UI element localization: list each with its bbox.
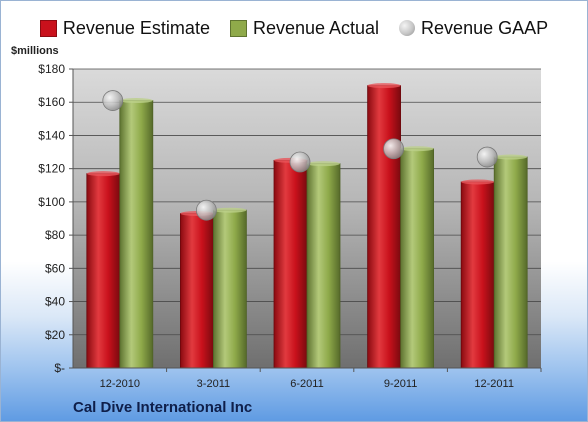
bar-estimate-3-2011 bbox=[179, 213, 214, 369]
chart-legend: Revenue Estimate Revenue Actual Revenue … bbox=[1, 15, 587, 41]
gaap-marker-6-2011 bbox=[289, 151, 311, 173]
gaap-markers bbox=[102, 90, 498, 221]
y-tick-label-180: $180 bbox=[38, 62, 65, 76]
bar-top-actual-12-2010 bbox=[119, 98, 153, 104]
legend-label-estimate: Revenue Estimate bbox=[62, 17, 210, 38]
legend-swatch-actual bbox=[229, 19, 247, 37]
y-tick-label-40: $40 bbox=[45, 295, 65, 309]
bar-top-actual-6-2011 bbox=[307, 161, 340, 167]
axes: $- $20 $40 $60 $80 $100 $120 $140 $160 $180 12-201… bbox=[38, 62, 542, 390]
legend-swatch-estimate bbox=[39, 19, 57, 37]
x-tick-label-3-2011: 3-2011 bbox=[197, 378, 230, 390]
legend-label-actual: Revenue Actual bbox=[252, 17, 380, 38]
legend-item-estimate: Revenue Estimate bbox=[39, 17, 210, 39]
y-tick-label-80: $80 bbox=[45, 228, 65, 242]
bar-estimate-6-2011 bbox=[273, 159, 308, 369]
legend-item-gaap: Revenue GAAP bbox=[399, 18, 548, 39]
bar-top-estimate-9-2011 bbox=[367, 83, 401, 89]
company-name: Cal Dive International Inc bbox=[73, 399, 253, 416]
y-tick-label-0: $- bbox=[54, 361, 65, 375]
x-tick-label-6-2011: 6-2011 bbox=[290, 378, 323, 390]
bar-actual-12-2011 bbox=[493, 156, 528, 369]
bar-actual-12-2010 bbox=[119, 100, 154, 369]
legend-label-gaap: Revenue GAAP bbox=[421, 17, 549, 38]
y-axis-units-label: $millions bbox=[11, 45, 59, 57]
bar-estimate-9-2011 bbox=[367, 85, 402, 369]
bar-top-estimate-12-2010 bbox=[86, 171, 120, 177]
bar-estimate-12-2010 bbox=[86, 173, 121, 369]
gaap-marker-12-2011 bbox=[476, 146, 498, 168]
y-tick-label-120: $120 bbox=[38, 162, 65, 176]
x-tick-label-12-2011: 12-2011 bbox=[474, 378, 514, 390]
bar-actual-9-2011 bbox=[400, 148, 435, 369]
y-tick-label-140: $140 bbox=[38, 128, 65, 142]
bar-top-actual-9-2011 bbox=[400, 146, 434, 152]
bar-top-estimate-12-2011 bbox=[461, 179, 495, 185]
gaap-marker-12-2010 bbox=[102, 90, 124, 111]
gaap-marker-9-2011 bbox=[383, 138, 405, 160]
bar-actual-6-2011 bbox=[306, 163, 341, 369]
legend-swatch-gaap bbox=[399, 20, 416, 36]
y-tick-label-20: $20 bbox=[45, 328, 65, 342]
bar-estimate-12-2011 bbox=[460, 181, 495, 369]
gaap-marker-3-2011 bbox=[195, 199, 217, 221]
bar-top-actual-3-2011 bbox=[213, 207, 247, 213]
y-tick-label-60: $60 bbox=[45, 261, 65, 275]
bars bbox=[86, 83, 528, 369]
y-tick-label-160: $160 bbox=[38, 95, 65, 109]
x-tick-label-12-2010: 12-2010 bbox=[100, 378, 140, 390]
x-tick-label-9-2011: 9-2011 bbox=[384, 378, 417, 390]
legend-item-actual: Revenue Actual bbox=[229, 17, 380, 39]
bar-actual-3-2011 bbox=[212, 209, 247, 369]
y-tick-label-100: $100 bbox=[38, 195, 65, 209]
bar-top-actual-12-2011 bbox=[494, 154, 528, 160]
